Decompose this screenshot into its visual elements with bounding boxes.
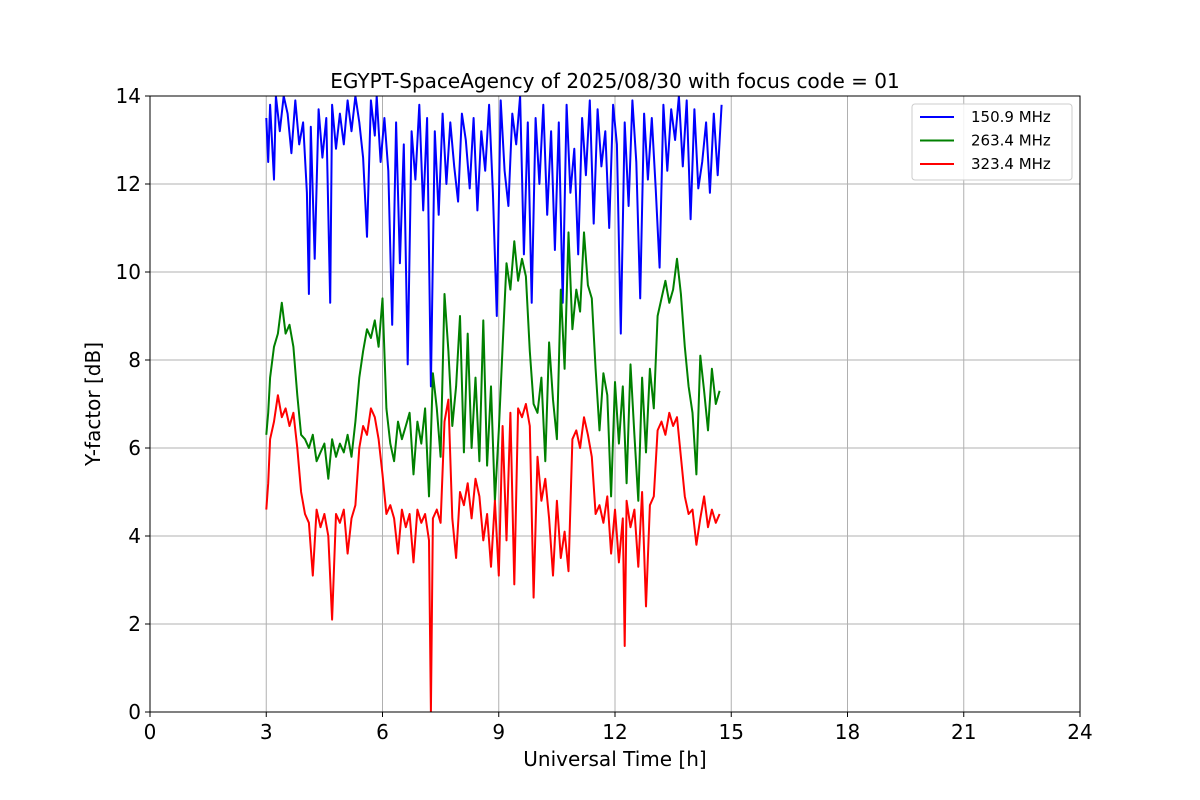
y-tick-label: 8 — [128, 348, 141, 372]
x-tick-label: 24 — [1067, 720, 1092, 744]
y-tick-label: 6 — [128, 436, 141, 460]
x-tick-label: 0 — [144, 720, 157, 744]
x-tick-label: 18 — [835, 720, 860, 744]
x-tick-label: 3 — [260, 720, 273, 744]
y-axis-label: Y-factor [dB] — [81, 342, 105, 467]
series-line-2 — [265, 231, 721, 502]
y-tick-label: 2 — [128, 612, 141, 636]
y-tick-label: 12 — [116, 172, 141, 196]
legend-label-2: 263.4 MHz — [971, 132, 1051, 150]
legend-box — [911, 103, 1073, 181]
series-layer — [265, 96, 723, 712]
x-tick-label: 12 — [602, 720, 627, 744]
legend-label-3: 323.4 MHz — [971, 155, 1051, 173]
x-axis-label: Universal Time [h] — [523, 747, 706, 771]
x-tick-label: 6 — [376, 720, 389, 744]
x-tick-label: 9 — [492, 720, 505, 744]
x-tick-label: 21 — [951, 720, 976, 744]
y-tick-label: 4 — [128, 524, 141, 548]
series-line-1 — [265, 96, 723, 388]
x-axis-ticks: 0 3 6 9 12 15 18 21 24 — [144, 712, 1093, 744]
y-tick-label: 0 — [128, 700, 141, 724]
legend-label-1: 150.9 MHz — [971, 108, 1051, 126]
legend: 150.9 MHz 263.4 MHz 323.4 MHz — [911, 103, 1073, 181]
y-tick-label: 14 — [116, 84, 141, 108]
x-tick-label: 15 — [719, 720, 744, 744]
series-line-3 — [265, 394, 721, 712]
y-axis-ticks: 0 2 4 6 8 10 12 14 — [116, 84, 150, 724]
chart-title: EGYPT-SpaceAgency of 2025/08/30 with foc… — [330, 69, 899, 93]
y-tick-label: 10 — [116, 260, 141, 284]
